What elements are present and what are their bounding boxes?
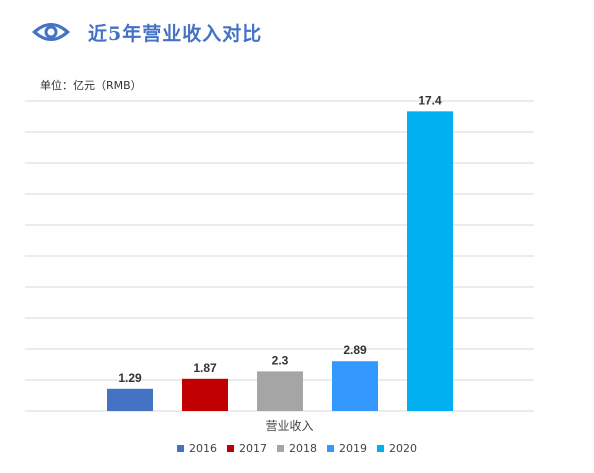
data-label-2020: 17.4 — [418, 93, 442, 107]
chart-header: 近5年营业收入对比 — [30, 14, 262, 50]
legend-label: 2017 — [239, 442, 267, 455]
x-category-label: 营业收入 — [265, 419, 313, 433]
unit-label: 单位：亿元（RMB） — [40, 79, 142, 92]
bar-2016 — [107, 388, 153, 411]
data-label-2016: 1.29 — [118, 371, 142, 385]
legend-swatch — [327, 445, 334, 452]
chart-title: 近5年营业收入对比 — [88, 22, 263, 45]
legend-item-2016: 2016 — [177, 442, 217, 455]
legend-item-2019: 2019 — [327, 442, 367, 455]
bar-2020 — [407, 111, 453, 411]
legend-swatch — [277, 445, 284, 452]
chart-legend: 2016 2017 2018 2019 2020 — [0, 442, 594, 455]
legend-item-2018: 2018 — [277, 442, 317, 455]
bar-2018 — [257, 371, 303, 411]
legend-swatch — [177, 445, 184, 452]
legend-item-2020: 2020 — [377, 442, 417, 455]
data-label-2018: 2.3 — [272, 353, 289, 367]
eye-icon — [32, 23, 70, 41]
legend-swatch — [227, 445, 234, 452]
legend-label: 2016 — [189, 442, 217, 455]
bar-2019 — [332, 361, 378, 411]
data-label-2019: 2.89 — [343, 343, 367, 357]
legend-swatch — [377, 445, 384, 452]
legend-label: 2020 — [389, 442, 417, 455]
bar-2017 — [182, 378, 228, 411]
data-label-2017: 1.87 — [193, 361, 217, 375]
legend-label: 2019 — [339, 442, 367, 455]
legend-label: 2018 — [289, 442, 317, 455]
legend-item-2017: 2017 — [227, 442, 267, 455]
